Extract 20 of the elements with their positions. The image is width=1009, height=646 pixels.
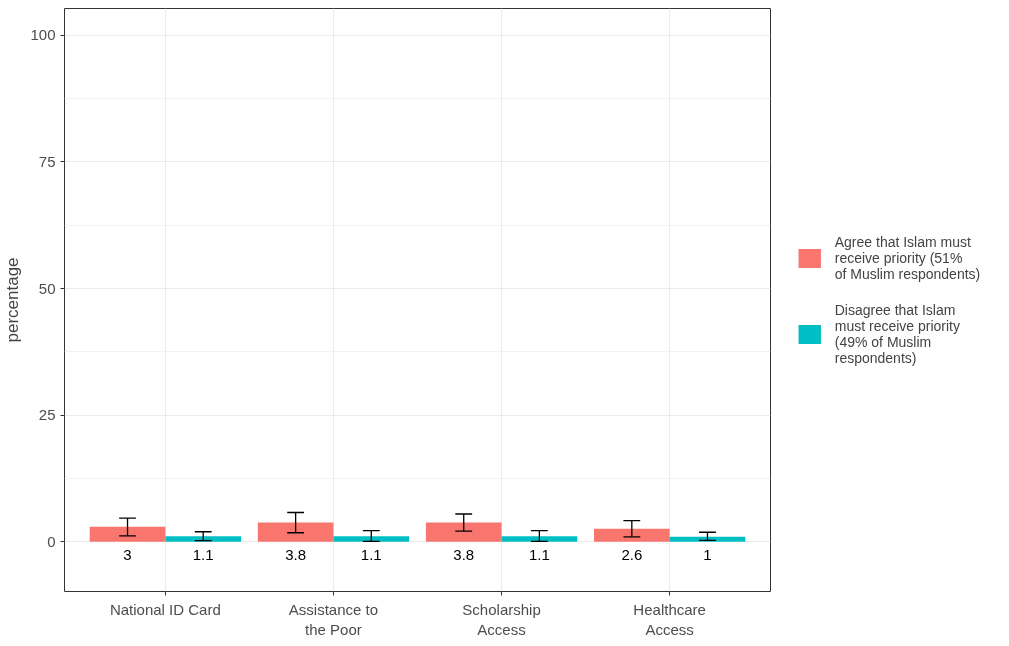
x-tick-label: National ID Card — [109, 600, 221, 618]
data-label: 3.8 — [285, 545, 307, 563]
data-label: 1.1 — [528, 545, 550, 563]
y-tick-label: 25 — [38, 406, 56, 424]
y-tick-label: 75 — [38, 152, 56, 170]
y-tick-label: 100 — [30, 26, 56, 44]
legend-label: Disagree that Islam must receive priority (49% of Muslim respondents) — [834, 301, 961, 366]
legend-label: Agree that Islam must receive priority (51% of Muslim respondents) — [834, 233, 981, 282]
data-label: 1.1 — [360, 545, 382, 563]
x-tick-label: Scholarship Access — [462, 600, 541, 638]
y-tick-label: 0 — [47, 532, 56, 550]
data-label: 1.1 — [192, 545, 214, 563]
x-tick-label: Healthcare Access — [633, 600, 706, 638]
x-tick-label: Assistance to the Poor — [288, 600, 379, 638]
data-label: 1 — [703, 545, 712, 563]
y-tick-label: 50 — [38, 279, 56, 297]
data-label: 3 — [123, 545, 132, 563]
data-label: 2.6 — [621, 545, 643, 563]
y-axis-title: percentage — [3, 257, 23, 343]
data-label: 3.8 — [453, 545, 475, 563]
